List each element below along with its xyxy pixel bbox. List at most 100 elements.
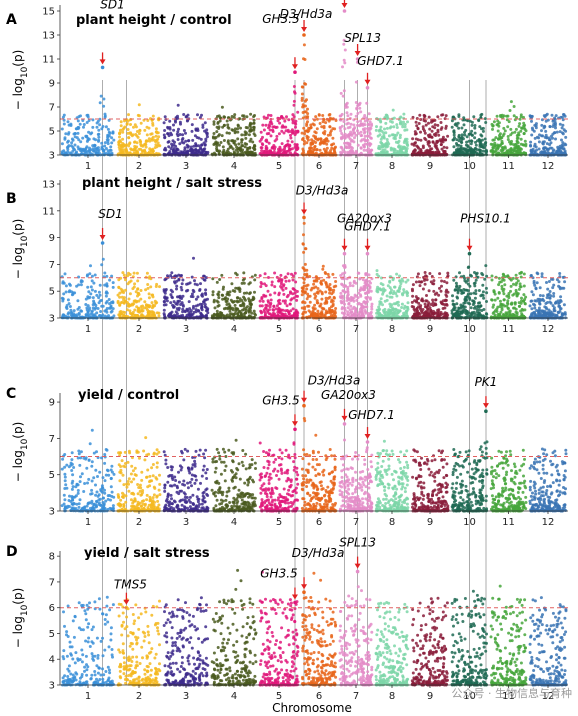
snp-point: [491, 127, 494, 131]
snp-point: [514, 151, 518, 155]
snp-point: [80, 309, 84, 313]
snp-point: [324, 290, 328, 294]
snp-point: [342, 58, 346, 62]
snp-point: [320, 292, 324, 296]
snp-point: [60, 127, 64, 131]
snp-point: [522, 121, 526, 125]
snp-point: [261, 143, 265, 147]
snp-point: [171, 290, 174, 294]
snp-point: [241, 278, 245, 282]
snp-point: [267, 276, 270, 279]
snp-point: [365, 305, 369, 309]
snp-point: [406, 301, 410, 305]
snp-point: [199, 282, 202, 286]
snp-point: [436, 115, 440, 119]
snp-point: [70, 137, 74, 141]
snp-point: [313, 303, 317, 307]
snp-point: [76, 119, 80, 123]
snp-point: [75, 136, 79, 140]
snp-point: [451, 299, 455, 303]
snp-point: [110, 136, 114, 140]
snp-point: [303, 262, 307, 266]
snp-point: [506, 125, 510, 129]
snp-point: [374, 128, 378, 132]
snp-point: [484, 264, 488, 268]
snp-point: [484, 312, 488, 316]
snp-point: [450, 119, 454, 123]
snp-point: [97, 138, 101, 142]
snp-point: [562, 113, 566, 117]
snp-point: [315, 312, 319, 316]
snp-point: [91, 147, 95, 151]
snp-point: [494, 136, 498, 140]
snp-point: [179, 314, 183, 318]
snp-point: [359, 293, 362, 297]
snp-point: [375, 269, 379, 273]
snp-point: [363, 123, 367, 127]
snp-point: [554, 114, 558, 118]
snp-point: [224, 306, 228, 310]
snp-point: [233, 129, 237, 133]
snp-point: [104, 294, 108, 298]
chromosome-points-12: [528, 112, 568, 157]
snp-point: [180, 274, 183, 277]
snp-point: [484, 286, 488, 290]
snp-point: [253, 290, 256, 294]
snp-point: [367, 273, 371, 277]
snp-point: [252, 125, 256, 129]
snp-point: [292, 85, 296, 88]
snp-point: [64, 290, 68, 294]
snp-point: [359, 130, 363, 134]
snp-point: [67, 302, 71, 306]
snp-point: [361, 127, 365, 131]
snp-point: [84, 134, 88, 138]
snp-point: [435, 147, 439, 150]
snp-point: [119, 124, 123, 128]
snp-point: [146, 283, 150, 286]
snp-point: [203, 121, 207, 125]
snp-point: [437, 293, 441, 297]
snp-point: [72, 309, 76, 313]
snp-point: [127, 304, 131, 308]
snp-point: [321, 307, 325, 311]
snp-point: [523, 139, 527, 143]
snp-point: [462, 123, 466, 127]
snp-point: [386, 144, 390, 148]
snp-point: [154, 285, 158, 288]
snp-point: [554, 137, 557, 141]
snp-point: [258, 274, 262, 278]
snp-point: [148, 139, 152, 143]
snp-point: [106, 135, 110, 139]
snp-point: [268, 293, 272, 297]
snp-point: [189, 145, 193, 149]
snp-point: [542, 126, 546, 130]
chromosome-points-4: [210, 105, 257, 157]
snp-point: [246, 146, 250, 150]
snp-point: [195, 136, 199, 139]
snp-point: [414, 120, 418, 124]
snp-point: [98, 293, 102, 297]
snp-point: [141, 309, 145, 313]
snp-point: [271, 128, 275, 132]
snp-point: [446, 134, 450, 138]
snp-point: [97, 148, 101, 152]
snp-point: [104, 301, 108, 305]
snp-point: [347, 146, 351, 150]
snp-point: [387, 134, 391, 138]
snp-point: [541, 134, 545, 138]
snp-point: [166, 126, 170, 130]
snp-point: [357, 103, 361, 107]
snp-point: [289, 298, 293, 302]
snp-point: [303, 129, 307, 133]
snp-point: [258, 299, 262, 303]
snp-point: [100, 127, 104, 131]
snp-point: [164, 288, 168, 291]
snp-point: [345, 122, 349, 126]
snp-point: [323, 140, 327, 144]
snp-point: [248, 292, 251, 296]
snp-point: [460, 126, 464, 130]
snp-point: [176, 103, 180, 107]
snp-point: [398, 279, 402, 283]
snp-point: [95, 121, 99, 125]
snp-point: [359, 134, 363, 138]
